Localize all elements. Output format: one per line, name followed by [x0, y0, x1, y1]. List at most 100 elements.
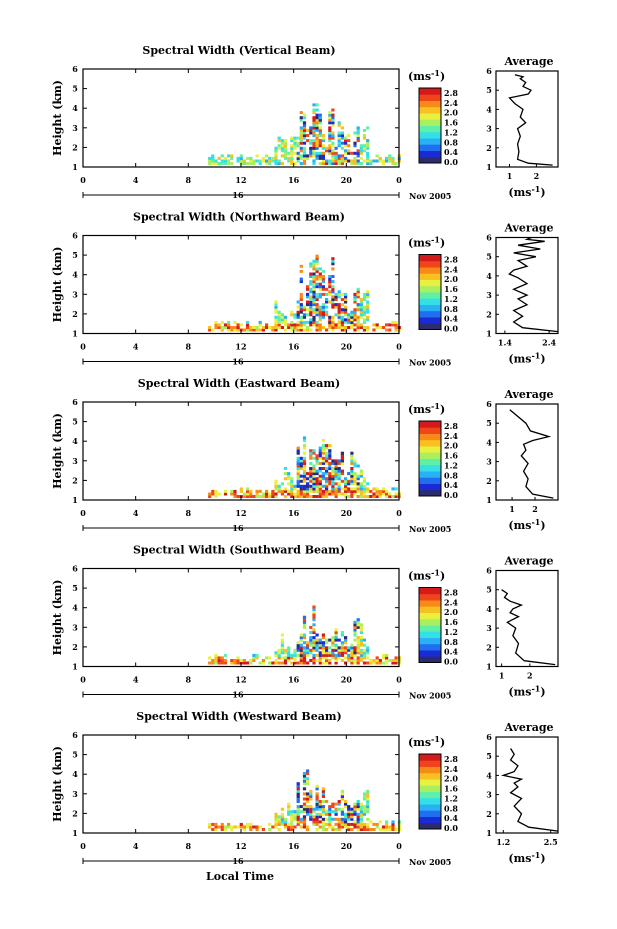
heatmap-cell	[344, 812, 348, 816]
x-tick-label: 16	[288, 675, 300, 685]
colorbar-unit: (ms-1)	[408, 68, 445, 83]
heatmap-cell	[211, 822, 215, 826]
heatmap-cell	[280, 318, 284, 322]
heatmap-cell	[350, 313, 354, 317]
heatmap-cell	[214, 653, 218, 657]
heatmap-cell	[312, 108, 316, 112]
heatmap-cell	[337, 820, 341, 824]
heatmap-cell	[337, 474, 341, 478]
heatmap-cell	[309, 151, 313, 155]
heatmap-cell	[350, 162, 354, 165]
heatmap-cell	[353, 479, 357, 483]
heatmap-cell	[366, 300, 370, 304]
colorbar-unit: (ms-1)	[408, 568, 445, 583]
heatmap-cell	[340, 789, 344, 793]
heatmap-cell	[283, 648, 288, 652]
heatmap-cell	[302, 136, 307, 140]
heatmap-cell	[211, 489, 215, 493]
heatmap-cell	[344, 805, 348, 809]
heatmap-cell	[211, 661, 215, 665]
avg-profile-line	[500, 748, 559, 832]
heatmap-cell	[350, 489, 354, 493]
heatmap-cell	[315, 151, 319, 155]
heatmap-cell	[350, 495, 354, 498]
colorbar-swatch	[419, 804, 441, 811]
heatmap-cell	[252, 159, 256, 163]
heatmap-cell	[220, 162, 224, 165]
heatmap-cell	[356, 477, 360, 481]
heatmap-cell	[302, 451, 307, 455]
heatmap-cell	[302, 615, 307, 619]
heatmap-cell	[372, 661, 376, 665]
heatmap-cell	[283, 315, 288, 319]
heatmap-cell	[302, 308, 307, 312]
heatmap-cell	[312, 262, 316, 266]
heatmap-cell	[230, 156, 234, 160]
heatmap-cell	[312, 123, 316, 127]
heatmap-cell	[331, 162, 335, 165]
heatmap-cell	[306, 653, 310, 657]
heatmap-cell	[337, 144, 341, 148]
colorbar-tick-label: 2.8	[444, 88, 458, 98]
heatmap-cell	[214, 489, 218, 493]
heatmap-cell	[321, 495, 325, 498]
heatmap-cell	[299, 487, 303, 491]
heatmap-cell	[220, 320, 224, 324]
heatmap-cell	[334, 812, 338, 816]
heatmap-cell	[309, 451, 313, 455]
heatmap-cell	[356, 641, 360, 645]
heatmap-cell	[350, 659, 354, 662]
heatmap-cell	[321, 287, 325, 291]
heatmap-cell	[290, 812, 294, 816]
heatmap-cell	[318, 121, 322, 125]
heatmap-cell	[318, 151, 322, 155]
heatmap-cell	[366, 825, 370, 829]
heatmap-cell	[249, 328, 253, 332]
x-tick-label: 4	[133, 508, 139, 518]
heatmap-cell	[318, 820, 322, 824]
heatmap-cell	[306, 156, 310, 160]
heatmap-cell	[325, 446, 329, 450]
heatmap-cell	[344, 636, 348, 640]
heatmap-cell	[296, 313, 300, 317]
heatmap-cell	[315, 254, 319, 258]
heatmap-cell	[287, 805, 291, 809]
heatmap-cell	[312, 285, 316, 289]
heatmap-cell	[309, 472, 313, 476]
heatmap-cell	[220, 326, 224, 329]
heatmap-cell	[366, 141, 370, 145]
y-tick-label: 4	[72, 270, 78, 280]
heatmap-cell	[362, 128, 367, 132]
heatmap-cell	[325, 812, 329, 816]
heatmap-cell	[359, 305, 363, 309]
heatmap-cell	[356, 303, 360, 307]
heatmap-cell	[296, 641, 300, 645]
heatmap-cell	[246, 323, 250, 327]
heatmap-cell	[344, 820, 348, 824]
heatmap-cell	[299, 638, 303, 642]
heatmap-cell	[328, 477, 332, 481]
heatmap-cell	[312, 295, 316, 299]
heatmap-cell	[302, 461, 307, 465]
heatmap-cell	[315, 487, 319, 491]
heatmap-cell	[362, 495, 367, 498]
heatmap-cell	[309, 487, 313, 491]
heatmap-cell	[306, 794, 310, 798]
heatmap-cell	[309, 805, 313, 809]
heatmap-cell	[321, 820, 325, 824]
heatmap-cell	[321, 459, 325, 463]
heatmap-cell	[315, 482, 319, 486]
heatmap-cell	[344, 144, 348, 148]
heatmap-cell	[359, 653, 363, 657]
heatmap-cell	[325, 467, 329, 470]
heatmap-cell	[328, 651, 332, 655]
heatmap-cell	[362, 134, 367, 137]
heatmap-cell	[356, 308, 360, 312]
heatmap-cell	[299, 489, 303, 493]
heatmap-cell	[325, 817, 329, 821]
heatmap-cell	[318, 638, 322, 642]
heatmap-cell	[340, 136, 344, 140]
heatmap-cell	[296, 136, 300, 140]
heatmap-cell	[344, 646, 348, 650]
heatmap-cell	[217, 156, 221, 160]
